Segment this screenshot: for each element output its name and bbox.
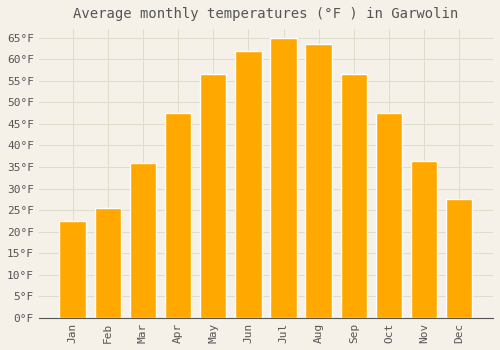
Bar xyxy=(200,74,226,318)
Bar xyxy=(235,51,262,318)
Bar xyxy=(165,113,191,318)
Bar xyxy=(60,221,86,318)
Bar xyxy=(270,38,296,318)
Title: Average monthly temperatures (°F ) in Garwolin: Average monthly temperatures (°F ) in Ga… xyxy=(74,7,458,21)
Bar xyxy=(340,74,367,318)
Bar xyxy=(94,208,121,318)
Bar xyxy=(130,163,156,318)
Bar xyxy=(446,199,472,318)
Bar xyxy=(306,44,332,318)
Bar xyxy=(376,113,402,318)
Bar xyxy=(411,161,438,318)
